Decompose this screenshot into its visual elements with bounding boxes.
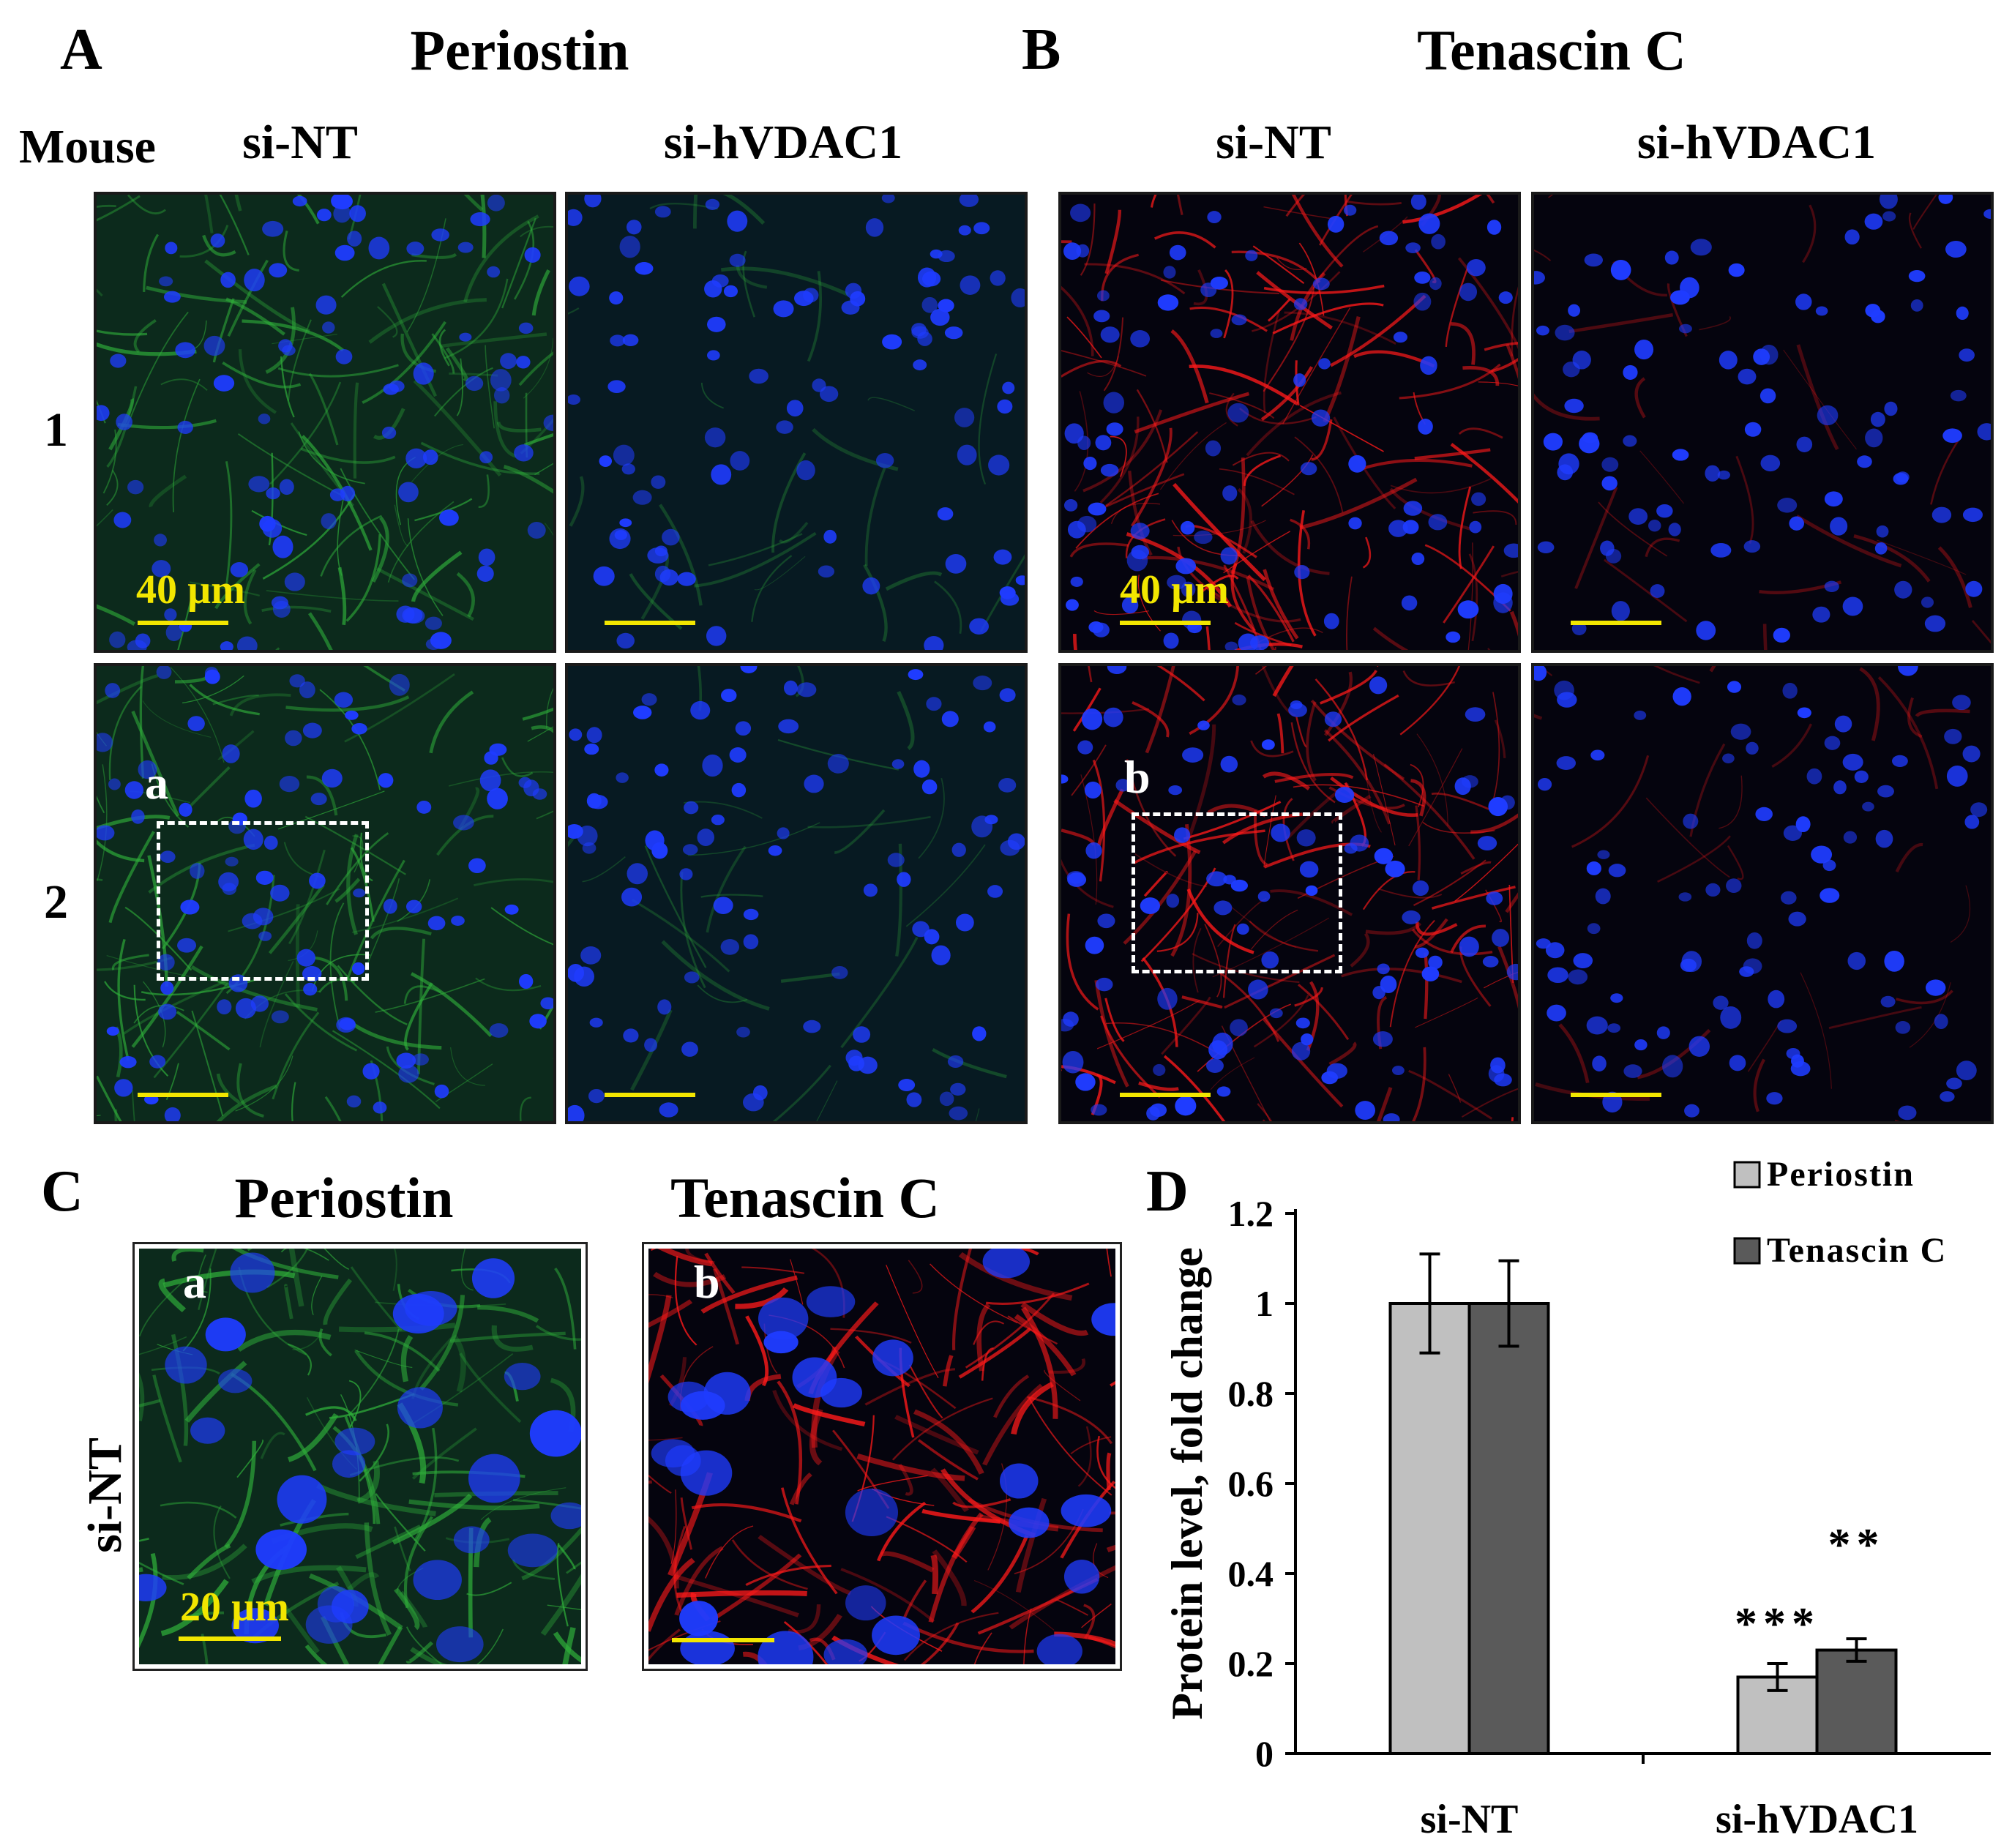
micrograph-tenascin-sihvdac1-mouse1 — [1531, 192, 1994, 653]
mouse-label: Mouse — [19, 120, 156, 173]
inset-periostin-zoom — [132, 1242, 588, 1671]
inset-label-b: b — [694, 1256, 720, 1308]
x-tick-label: si-hVDAC1 — [1716, 1797, 1918, 1842]
scale-label-40um-b: 40 µm — [1120, 567, 1229, 613]
row-label-1: 1 — [44, 403, 68, 457]
scale-bar — [605, 621, 695, 625]
micrograph-tenascin-sint-mouse2 — [1058, 663, 1521, 1124]
inset-label-a: a — [183, 1256, 206, 1308]
roi-box-a — [157, 821, 369, 981]
bar-tenascin-c-si-nt — [1467, 1302, 1550, 1755]
panel-letter-d: D — [1146, 1159, 1189, 1224]
legend-swatch — [1733, 1237, 1761, 1265]
col-label-b-sint: si-NT — [1216, 116, 1331, 169]
legend-swatch — [1733, 1161, 1761, 1189]
protein-level-bar-chart: 0 0.2 0.4 0.6 0.8 1 1.2 Protein level, fold cha… — [1163, 1155, 1991, 1842]
panel-letter-b: B — [1022, 18, 1061, 82]
legend-label: Periostin — [1767, 1155, 1915, 1194]
scale-bar — [1571, 621, 1661, 625]
scale-bar — [605, 1093, 695, 1097]
significance-marker: *** — [1735, 1599, 1820, 1649]
scale-bar — [179, 1636, 281, 1641]
panel-a-title: Periostin — [410, 18, 629, 82]
panel-b-title: Tenascin C — [1417, 18, 1686, 82]
micrograph-periostin-sihvdac1-mouse2 — [565, 663, 1028, 1124]
micrograph-periostin-sihvdac1-mouse1 — [565, 192, 1028, 653]
roi-label-b: b — [1124, 751, 1151, 803]
col-label-a-sint: si-NT — [242, 116, 358, 169]
x-tick-label: si-NT — [1421, 1797, 1519, 1842]
significance-marker: ** — [1828, 1520, 1885, 1570]
bar-tenascin-c-si-hvdac1 — [1815, 1648, 1898, 1755]
scale-bar — [138, 621, 228, 625]
micrograph-tenascin-sint-mouse1 — [1058, 192, 1521, 653]
roi-label-a: a — [145, 757, 168, 809]
scale-label-20um: 20 µm — [180, 1585, 289, 1630]
panel-letter-c: C — [41, 1159, 83, 1224]
legend-label: Tenascin C — [1767, 1231, 1947, 1270]
col-label-a-sihvdac1: si-hVDAC1 — [663, 116, 903, 169]
scale-bar — [138, 1093, 228, 1097]
y-tick-label: 0.2 — [1228, 1643, 1274, 1684]
panel-c-title-tenascin: Tenascin C — [670, 1166, 940, 1230]
y-axis-label: Protein level, fold change — [1163, 1247, 1211, 1719]
col-label-b-sihvdac1: si-hVDAC1 — [1637, 116, 1877, 169]
y-tick-label: 0.4 — [1228, 1553, 1274, 1594]
y-tick-label: 0.6 — [1228, 1463, 1274, 1504]
scale-bar — [1120, 1093, 1211, 1097]
panel-c-title-periostin: Periostin — [234, 1166, 454, 1230]
y-tick-label: 0.8 — [1228, 1373, 1274, 1414]
bar-periostin-si-nt — [1388, 1302, 1471, 1755]
y-tick-label: 0 — [1255, 1733, 1274, 1774]
y-tick-label: 1 — [1255, 1283, 1274, 1324]
panel-c-row-label: si-NT — [78, 1437, 132, 1553]
row-label-2: 2 — [44, 875, 68, 929]
inset-tenascin-zoom — [642, 1242, 1122, 1671]
scale-bar — [1120, 621, 1211, 625]
scale-bar — [1571, 1093, 1661, 1097]
roi-box-b — [1132, 812, 1342, 973]
micrograph-periostin-sint-mouse2 — [94, 663, 556, 1124]
micrograph-tenascin-sihvdac1-mouse2 — [1531, 663, 1994, 1124]
y-tick-label: 1.2 — [1228, 1193, 1274, 1234]
scale-bar — [672, 1638, 774, 1642]
panel-letter-a: A — [60, 18, 102, 82]
micrograph-periostin-sint-mouse1 — [94, 192, 556, 653]
scale-label-40um-a: 40 µm — [136, 567, 245, 613]
